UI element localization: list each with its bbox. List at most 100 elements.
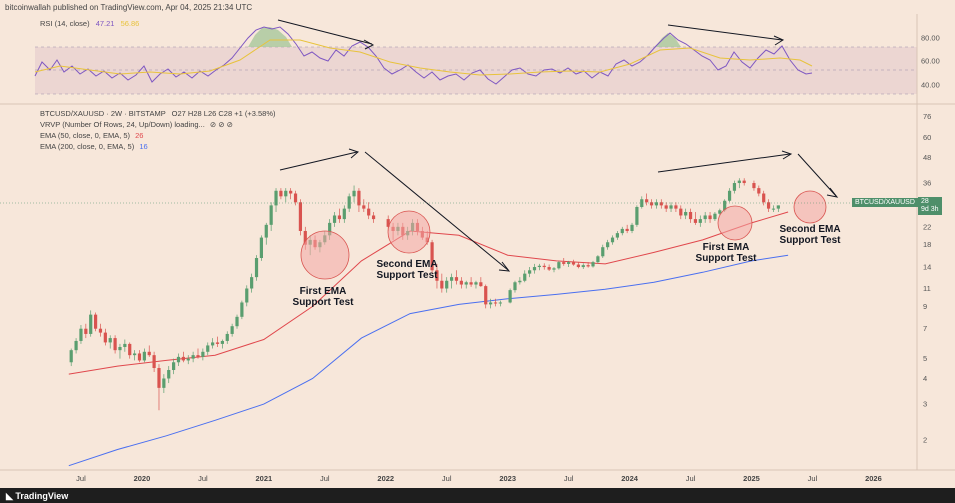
rsi-divergence-arrowhead-1 [363, 39, 375, 50]
candle-down [84, 328, 88, 334]
y-tick-label: 36 [923, 179, 931, 188]
rsi-divergence-arrowhead-2 [773, 35, 785, 46]
ema50-label: EMA (50, close, 0, EMA, 5) [40, 131, 131, 140]
candle-down [289, 190, 293, 194]
y-tick-label: 2 [923, 436, 927, 445]
support-circle-3 [717, 205, 753, 241]
annotation-line: Support Test [376, 270, 438, 281]
y-tick-label: 14 [923, 263, 931, 272]
x-tick-label: 2025 [743, 474, 760, 483]
rsi-legend: RSI (14, close) 47.21 56.86 [40, 19, 139, 28]
publisher-text: bitcoinwallah published on TradingView.c… [5, 3, 253, 12]
settings-icon[interactable]: ⊘ [218, 120, 225, 129]
x-tick-label: Jul [442, 474, 452, 483]
x-tick-label: 2021 [255, 474, 272, 483]
candle-down [293, 193, 298, 203]
arrow-2021-rise [279, 151, 358, 171]
candle-down [362, 205, 366, 209]
candle-up [606, 242, 610, 248]
candle-up [206, 345, 210, 352]
candle-up [162, 378, 166, 388]
candle-down [152, 355, 156, 369]
support-circle-2 [387, 210, 431, 254]
rsi-value: 47.21 [95, 19, 115, 28]
candle-up [615, 233, 619, 238]
candle-up [474, 282, 478, 285]
candle-up [640, 199, 644, 207]
annotation-line: First EMA [299, 286, 347, 297]
tradingview-logo[interactable]: ◣ TradingView [6, 491, 68, 502]
candle-up [225, 333, 229, 341]
vrvp-label: VRVP (Number Of Rows, 24, Up/Down) loadi… [40, 120, 205, 129]
annotation-line: Second EMA [779, 224, 841, 235]
symbol-price-tag: BTCUSD/XAUUSD [852, 198, 918, 207]
ema50-legend[interactable]: EMA (50, close, 0, EMA, 5) 26 [40, 131, 143, 140]
candle-up [601, 247, 605, 257]
candle-up [776, 205, 780, 209]
candle-up [118, 346, 122, 351]
candle-up [518, 280, 522, 283]
candle-down [762, 193, 766, 203]
arrow-2022-fall [364, 151, 509, 271]
last-price-value: 28 [921, 198, 929, 205]
candle-up [176, 356, 181, 363]
candle-down [279, 190, 283, 197]
candle-up [498, 302, 502, 304]
rsi-overbought-fill-1 [248, 27, 292, 47]
candle-up [732, 183, 737, 191]
y-tick-label: 76 [923, 112, 931, 121]
candle-up [508, 290, 512, 303]
ema200-label: EMA (200, close, 0, EMA, 5) [40, 142, 135, 151]
candle-up [523, 273, 527, 281]
ema-lines [68, 211, 789, 467]
ema200-line [68, 254, 789, 467]
candle-up [284, 190, 288, 197]
candle-down [645, 199, 649, 203]
candle-down [181, 356, 185, 361]
candle-up [684, 211, 688, 216]
candle-down [674, 205, 678, 209]
candle-up [596, 256, 600, 263]
candle-up [723, 200, 727, 211]
support-circle-1 [300, 230, 350, 280]
arrowhead-2021-rise [348, 148, 359, 159]
ema200-legend[interactable]: EMA (200, close, 0, EMA, 5) 16 [40, 142, 148, 151]
candle-down [298, 202, 303, 231]
y-tick-label: 9 [923, 302, 927, 311]
candle-up [108, 338, 112, 343]
candle-up [230, 326, 234, 334]
candle-up [172, 362, 176, 371]
candle-up [264, 224, 268, 238]
symbol-legend[interactable]: BTCUSD/XAUUSD · 2W · BITSTAMP O27 H28 L2… [40, 109, 276, 118]
candle-up [654, 202, 659, 206]
candle-up [201, 351, 205, 357]
candle-down [679, 208, 683, 216]
candle-up [464, 282, 468, 285]
vrvp-legend[interactable]: VRVP (Number Of Rows, 24, Up/Down) loadi… [40, 120, 233, 129]
candle-up [240, 302, 244, 317]
rsi-ma-line [34, 39, 813, 76]
candle-up [332, 215, 337, 223]
candle-up [133, 353, 137, 356]
candle-up [123, 343, 127, 347]
candle-up [449, 277, 454, 281]
y-tick-label: 4 [923, 374, 927, 383]
arrow-2024-rise [657, 153, 791, 173]
close-icon[interactable]: ⊘ [226, 120, 233, 129]
candle-down [576, 264, 580, 268]
eye-icon[interactable]: ⊘ [209, 120, 217, 129]
candle-up [698, 219, 702, 223]
y-tick-label: 60 [923, 133, 931, 142]
candle-down [215, 342, 220, 344]
candle-down [93, 314, 98, 329]
candle-down [454, 277, 459, 281]
candle-up [713, 213, 717, 220]
y-tick-label: 22 [923, 222, 931, 231]
annotation-first-ema-1: First EMA Support Test [283, 286, 363, 308]
candle-up [630, 224, 634, 231]
support-circle-4 [793, 190, 827, 224]
candle-up [186, 358, 190, 361]
candle-down [547, 267, 551, 270]
candle-down [196, 355, 200, 357]
